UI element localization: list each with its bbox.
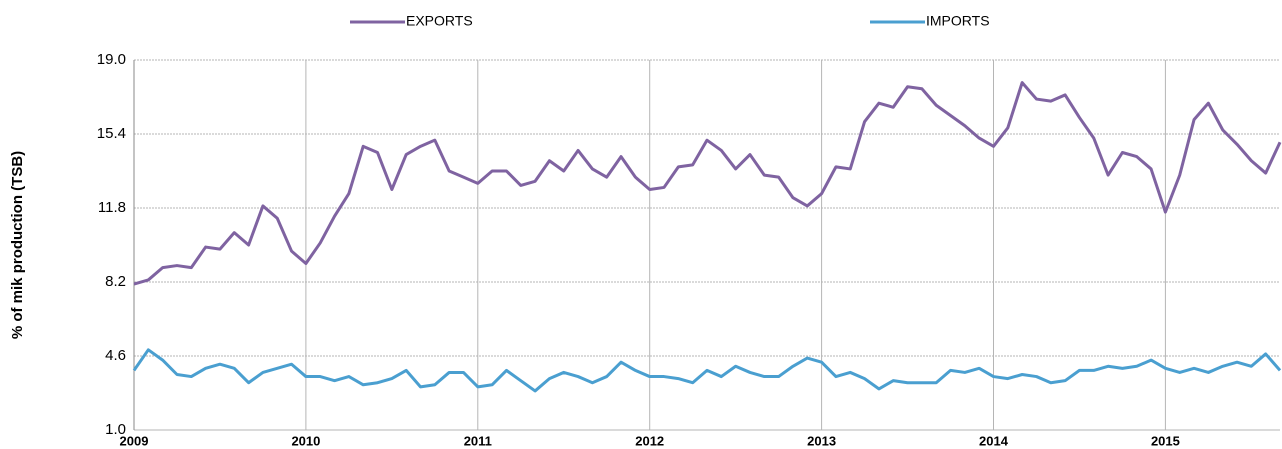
x-tick-label: 2011 [464, 433, 492, 448]
legend-label: IMPORTS [926, 13, 990, 29]
y-tick-label: 1.0 [105, 421, 126, 438]
series-line [133, 81, 1282, 286]
x-tick-label: 2009 [120, 433, 149, 448]
legend-label: EXPORTS [406, 13, 473, 29]
y-axis-label: % of mik production (TSB) [9, 151, 26, 339]
series-line [132, 348, 1282, 393]
x-tick-label: 2012 [635, 433, 664, 448]
y-tick-label: 15.4 [97, 125, 126, 142]
x-tick-label: 2015 [1151, 433, 1180, 448]
y-tick-label: 19.0 [97, 51, 126, 68]
y-tick-label: 8.2 [105, 273, 126, 290]
x-tick-label: 2013 [807, 433, 836, 448]
x-tick-label: 2010 [291, 433, 320, 448]
y-tick-label: 11.8 [98, 199, 126, 216]
x-tick-label: 2014 [979, 433, 1009, 448]
y-tick-label: 4.6 [105, 347, 126, 364]
